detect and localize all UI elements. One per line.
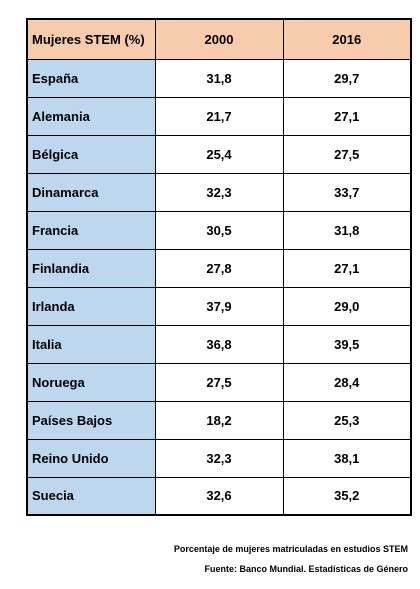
country-cell: Alemania: [26, 96, 156, 136]
table-body: España 31,8 29,7 Alemania 21,7 27,1 Bélg…: [26, 58, 412, 516]
value-2000-cell: 36,8: [154, 324, 284, 364]
value-2000-cell: 18,2: [154, 400, 284, 440]
country-cell: Suecia: [26, 476, 156, 516]
value-2016-cell: 27,1: [282, 248, 412, 288]
country-cell: Noruega: [26, 362, 156, 402]
value-2000-cell: 32,6: [154, 476, 284, 516]
table-row: Suecia 32,6 35,2: [26, 476, 412, 516]
value-2000-cell: 37,9: [154, 286, 284, 326]
table-row: Bélgica 25,4 27,5: [26, 134, 412, 174]
value-2016-cell: 28,4: [282, 362, 412, 402]
header-row: Mujeres STEM (%) 2000 2016: [26, 18, 412, 60]
value-2016-cell: 35,2: [282, 476, 412, 516]
table-row: Países Bajos 18,2 25,3: [26, 400, 412, 440]
value-2016-cell: 33,7: [282, 172, 412, 212]
stem-women-table: Mujeres STEM (%) 2000 2016 España 31,8 2…: [26, 18, 412, 516]
header-year-2000: 2000: [154, 18, 284, 60]
value-2016-cell: 29,0: [282, 286, 412, 326]
value-2016-cell: 39,5: [282, 324, 412, 364]
value-2000-cell: 27,5: [154, 362, 284, 402]
country-cell: España: [26, 58, 156, 98]
value-2016-cell: 38,1: [282, 438, 412, 478]
value-2016-cell: 27,5: [282, 134, 412, 174]
country-cell: Bélgica: [26, 134, 156, 174]
table-row: Dinamarca 32,3 33,7: [26, 172, 412, 212]
value-2000-cell: 21,7: [154, 96, 284, 136]
table-row: Irlanda 37,9 29,0: [26, 286, 412, 326]
value-2016-cell: 31,8: [282, 210, 412, 250]
table-row: Finlandia 27,8 27,1: [26, 248, 412, 288]
table-row: Reino Unido 32,3 38,1: [26, 438, 412, 478]
value-2000-cell: 27,8: [154, 248, 284, 288]
country-cell: Dinamarca: [26, 172, 156, 212]
country-cell: Francia: [26, 210, 156, 250]
country-cell: Reino Unido: [26, 438, 156, 478]
table-row: España 31,8 29,7: [26, 58, 412, 98]
table-caption: Porcentaje de mujeres matriculadas en es…: [173, 544, 408, 554]
value-2000-cell: 30,5: [154, 210, 284, 250]
country-cell: Finlandia: [26, 248, 156, 288]
value-2000-cell: 32,3: [154, 438, 284, 478]
value-2016-cell: 27,1: [282, 96, 412, 136]
table-header: Mujeres STEM (%) 2000 2016: [26, 18, 412, 60]
table-row: Noruega 27,5 28,4: [26, 362, 412, 402]
value-2000-cell: 32,3: [154, 172, 284, 212]
table-row: Alemania 21,7 27,1: [26, 96, 412, 136]
table-row: Italia 36,8 39,5: [26, 324, 412, 364]
header-label: Mujeres STEM (%): [26, 18, 156, 60]
value-2000-cell: 31,8: [154, 58, 284, 98]
source-note: Fuente: Banco Mundial. Estadísticas de G…: [204, 564, 408, 574]
header-year-2016: 2016: [282, 18, 412, 60]
country-cell: Irlanda: [26, 286, 156, 326]
country-cell: Italia: [26, 324, 156, 364]
value-2016-cell: 25,3: [282, 400, 412, 440]
value-2016-cell: 29,7: [282, 58, 412, 98]
country-cell: Países Bajos: [26, 400, 156, 440]
value-2000-cell: 25,4: [154, 134, 284, 174]
table-row: Francia 30,5 31,8: [26, 210, 412, 250]
